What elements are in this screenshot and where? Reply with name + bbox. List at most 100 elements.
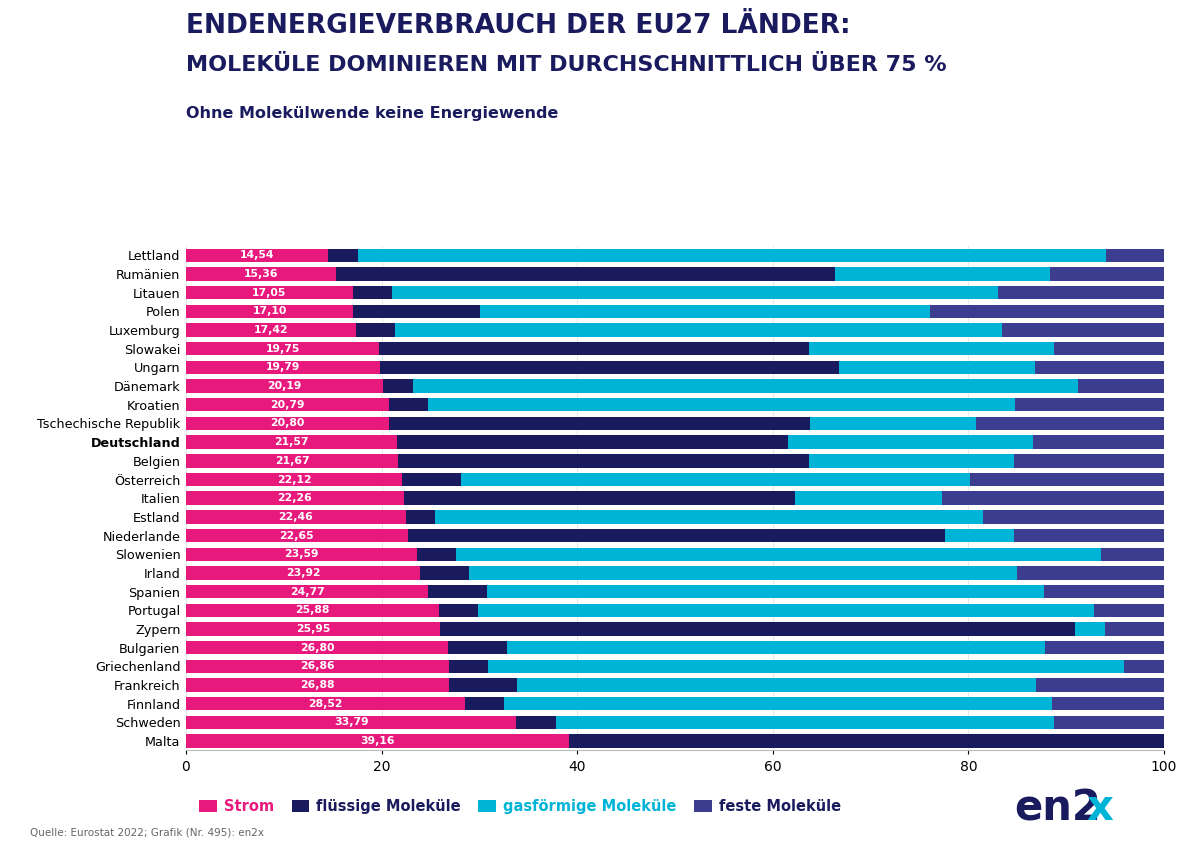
Bar [408,529,946,543]
Bar [186,734,569,748]
Bar [461,473,970,486]
Text: 20,19: 20,19 [268,381,302,391]
Bar [977,416,1164,430]
Bar [403,492,794,505]
Bar [186,604,439,617]
Bar [413,379,1078,393]
Text: 17,10: 17,10 [252,306,287,316]
Text: 19,79: 19,79 [265,362,300,372]
Bar [186,585,428,599]
Bar [402,473,461,486]
Bar [397,435,788,449]
Bar [186,398,389,411]
Bar [788,435,1033,449]
Text: 15,36: 15,36 [244,269,278,279]
Bar [416,548,456,561]
Bar [930,304,1164,318]
Bar [1034,360,1164,374]
Bar [439,604,479,617]
Text: 20,79: 20,79 [270,399,305,410]
Bar [358,248,1105,262]
Bar [794,492,942,505]
Bar [353,286,392,299]
Bar [506,641,1045,655]
Bar [810,342,1054,355]
Bar [428,398,1015,411]
Bar [488,660,1123,673]
Bar [998,286,1164,299]
Text: 22,46: 22,46 [278,512,313,522]
Bar [186,342,379,355]
Text: 19,75: 19,75 [265,343,300,354]
Bar [448,641,506,655]
Bar [456,548,1102,561]
Bar [469,566,1016,580]
Bar [439,622,1075,636]
Bar [1075,622,1105,636]
Bar [1105,248,1164,262]
Bar [186,323,356,337]
Bar [1094,604,1164,617]
Bar [353,304,480,318]
Bar [1015,398,1164,411]
Text: 25,88: 25,88 [295,605,330,616]
Bar [1002,323,1164,337]
Text: 39,16: 39,16 [360,736,395,746]
Bar [1014,529,1164,543]
Bar [406,510,434,523]
Bar [384,379,413,393]
Text: x: x [1086,787,1112,829]
Text: 26,80: 26,80 [300,643,335,653]
Text: 23,92: 23,92 [286,568,320,578]
Bar [1044,585,1164,599]
Text: 14,54: 14,54 [240,250,275,260]
Bar [835,267,1050,281]
Bar [1105,622,1164,636]
Bar [186,716,516,729]
Bar [396,323,1002,337]
Bar [1054,342,1164,355]
Bar [186,529,408,543]
Bar [186,660,449,673]
Text: 24,77: 24,77 [289,587,324,597]
Bar [480,304,930,318]
Bar [186,548,416,561]
Bar [810,416,977,430]
Bar [186,286,353,299]
Bar [186,379,384,393]
Bar [186,566,420,580]
Text: en2: en2 [1014,787,1100,829]
Text: 33,79: 33,79 [334,717,368,728]
Bar [1016,566,1164,580]
Bar [389,398,428,411]
Bar [186,641,448,655]
Bar [1036,678,1164,692]
Bar [398,454,809,467]
Bar [186,360,379,374]
Bar [464,697,504,711]
Text: MOLEKÜLE DOMINIEREN MIT DURCHSCHNITTLICH ÜBER 75 %: MOLEKÜLE DOMINIEREN MIT DURCHSCHNITTLICH… [186,55,947,75]
Bar [517,678,1036,692]
Text: 26,88: 26,88 [300,680,335,690]
Bar [186,678,449,692]
Bar [186,267,336,281]
Text: Ohne Molekülwende keine Energiewende: Ohne Molekülwende keine Energiewende [186,106,558,121]
Bar [186,473,402,486]
Text: 17,42: 17,42 [254,325,288,335]
Bar [428,585,487,599]
Bar [1045,641,1164,655]
Legend: Strom, flüssige Moleküle, gasförmige Moleküle, feste Moleküle: Strom, flüssige Moleküle, gasförmige Mol… [193,793,847,820]
Text: 26,86: 26,86 [300,661,335,672]
Bar [379,360,839,374]
Text: 20,80: 20,80 [270,418,305,428]
Bar [186,304,353,318]
Bar [1078,379,1164,393]
Text: 22,26: 22,26 [277,494,312,503]
Bar [390,416,810,430]
Bar [1102,548,1164,561]
Bar [839,360,1034,374]
Bar [569,734,1164,748]
Bar [1123,660,1164,673]
Bar [449,678,517,692]
Bar [186,492,403,505]
